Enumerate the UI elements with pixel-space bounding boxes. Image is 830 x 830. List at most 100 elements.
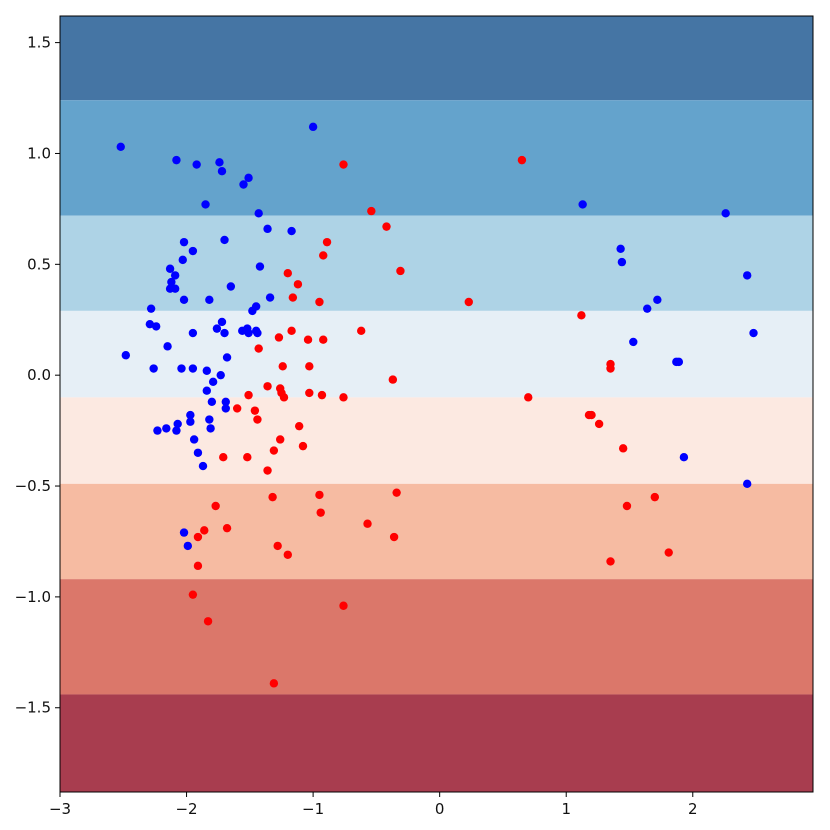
data-point-s0-78: [742, 479, 752, 489]
data-point-s1-65: [339, 601, 348, 610]
data-point-s0-63: [198, 461, 208, 471]
data-point-s0-7: [308, 122, 318, 132]
data-point-s0-42: [222, 353, 232, 362]
data-point-s0-70: [742, 271, 752, 280]
data-point-s0-60: [206, 424, 215, 433]
data-point-s0-24: [205, 295, 214, 304]
data-point-s0-11: [287, 226, 296, 236]
data-point-s1-63: [193, 561, 203, 571]
data-point-s1-39: [294, 421, 304, 431]
data-point-s0-61: [189, 435, 199, 444]
data-point-s0-30: [151, 322, 161, 331]
data-point-s0-29: [145, 319, 155, 329]
data-point-s0-23: [179, 295, 189, 304]
x-tick-label: −1: [302, 800, 324, 818]
data-point-s1-10: [315, 297, 324, 307]
y-tick-label: 1.5: [27, 34, 51, 52]
data-point-s1-53: [316, 508, 325, 517]
data-point-s0-27: [248, 306, 257, 316]
data-point-s1-35: [253, 415, 262, 424]
data-point-s0-71: [653, 295, 662, 304]
data-point-s1-56: [200, 526, 209, 535]
data-point-s0-39: [253, 328, 262, 338]
data-point-s1-38: [594, 419, 604, 429]
data-point-s0-73: [749, 328, 758, 338]
data-point-s0-14: [220, 235, 229, 245]
data-point-s1-21: [278, 362, 287, 371]
data-point-s1-33: [232, 404, 242, 413]
data-point-s1-64: [188, 590, 198, 599]
data-point-s1-67: [269, 679, 279, 688]
data-point-s0-76: [674, 357, 684, 367]
data-point-s0-45: [188, 364, 198, 373]
data-point-s0-21: [255, 262, 265, 271]
data-point-s1-61: [664, 548, 673, 557]
data-point-s0-56: [173, 419, 182, 429]
data-point-s0-55: [205, 415, 214, 424]
y-tick-label: 0.0: [27, 366, 51, 384]
data-point-s0-65: [183, 541, 193, 551]
data-point-s0-57: [162, 424, 171, 433]
data-point-s0-20: [165, 284, 175, 293]
data-point-s0-9: [254, 209, 263, 218]
data-point-s0-51: [221, 397, 230, 406]
data-point-s0-4: [217, 167, 227, 176]
data-point-s1-41: [298, 441, 308, 451]
data-point-s1-16: [303, 335, 313, 344]
data-point-s1-11: [464, 297, 473, 307]
data-point-s0-0: [116, 142, 125, 152]
data-point-s0-2: [192, 160, 201, 169]
data-point-s1-62: [606, 557, 615, 566]
data-point-s1-40: [276, 435, 285, 444]
data-point-s1-3: [382, 222, 391, 231]
data-point-s1-24: [263, 382, 272, 391]
data-point-s0-16: [165, 264, 175, 273]
data-point-s0-41: [121, 351, 131, 360]
data-point-s1-48: [315, 490, 324, 500]
background-band-3: [60, 310, 813, 398]
y-tick-label: −0.5: [15, 477, 51, 495]
data-point-s1-43: [269, 446, 279, 455]
data-point-s1-18: [254, 344, 263, 353]
data-point-s0-47: [216, 370, 225, 380]
data-point-s1-23: [388, 375, 398, 384]
y-tick-label: 1.0: [27, 144, 51, 162]
data-point-s1-30: [339, 393, 348, 402]
data-point-s0-25: [265, 293, 275, 302]
data-point-s1-4: [322, 237, 332, 247]
data-point-s0-6: [244, 173, 253, 183]
data-point-s1-13: [357, 326, 366, 336]
data-point-s0-33: [212, 324, 222, 333]
data-point-s0-28: [146, 304, 156, 313]
data-point-s1-55: [222, 523, 232, 533]
data-point-s1-52: [211, 501, 220, 511]
data-point-s0-31: [217, 317, 227, 327]
x-tick-label: −2: [175, 800, 197, 818]
data-point-s1-14: [287, 326, 296, 336]
data-point-s0-48: [208, 377, 218, 387]
background-band-5: [60, 483, 813, 580]
background-band-4: [60, 397, 813, 484]
data-point-s0-1: [172, 155, 181, 165]
scatter-points: [116, 122, 758, 688]
data-point-s1-66: [203, 617, 213, 626]
data-point-s1-15: [274, 333, 284, 342]
data-point-s1-5: [319, 251, 328, 260]
data-point-s0-34: [220, 328, 229, 338]
data-point-s0-22: [226, 282, 236, 291]
data-point-s1-9: [288, 293, 298, 302]
data-point-s1-34: [250, 406, 260, 415]
background-band-2: [60, 215, 813, 311]
data-point-s1-46: [263, 466, 272, 475]
data-point-s0-17: [170, 271, 180, 280]
data-point-s0-64: [179, 528, 189, 537]
y-tick-label: 0.5: [27, 255, 51, 273]
data-point-s0-13: [188, 246, 198, 256]
data-point-s0-37: [244, 328, 253, 338]
data-point-s1-2: [367, 206, 376, 216]
data-point-s0-72: [643, 304, 652, 313]
data-point-s1-12: [577, 311, 586, 320]
data-point-s0-67: [721, 209, 730, 218]
data-point-s0-52: [221, 404, 230, 413]
